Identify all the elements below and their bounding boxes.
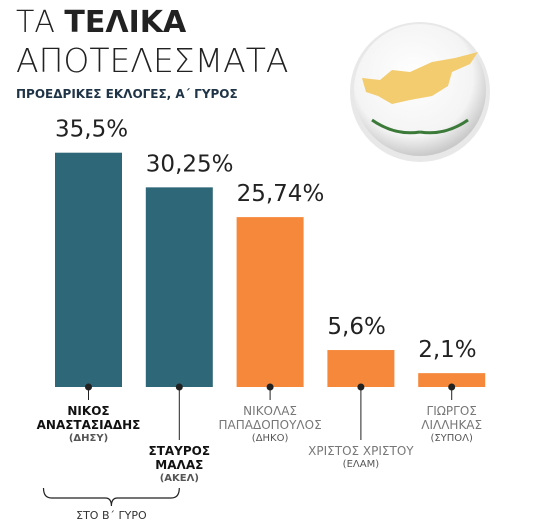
bar	[145, 187, 213, 387]
subtitle: ΠΡΟΕΔΡΙΚΕΣ ΕΚΛΟΓΕΣ, Α΄ ΓΥΡΟΣ	[16, 87, 238, 101]
candidate-name: ΧΡΙΣΤΟΣ ΧΡΙΣΤΟΥ	[308, 444, 414, 458]
leader-dot	[448, 383, 456, 391]
party-name: (ΑΚΕΛ)	[159, 473, 199, 484]
candidate-label: ΧΡΙΣΤΟΣ ΧΡΙΣΤΟΥ (ΕΛΑΜ)	[306, 444, 416, 472]
bar	[327, 350, 395, 387]
chart-title: ΤΑ ΤΕΛΙΚΑ	[16, 5, 187, 40]
leader-dot	[266, 383, 274, 391]
party-name: (ΣΥΠΟΛ)	[430, 433, 473, 444]
value-label: 25,74%	[237, 181, 325, 207]
flag	[350, 22, 490, 162]
leader-dot	[357, 383, 365, 391]
candidate-label: ΝΙΚΟΣ ΑΝΑΣΤΑΣΙΑΔΗΣ (ΔΗΣΥ)	[34, 404, 144, 446]
title-rest: ΑΠΟΤΕΛΕΣΜΑΤΑ	[16, 41, 288, 80]
value-label: 35,5%	[55, 117, 128, 143]
candidate-label: ΝΙΚΟΛΑΣ ΠΑΠΑΔΟΠΟΥΛΟΣ (ΔΗΚΟ)	[215, 404, 325, 446]
value-label: 5,6%	[327, 314, 385, 340]
party-name: (ΔΗΚΟ)	[251, 433, 289, 444]
party-name: (ΕΛΑΜ)	[342, 459, 380, 470]
leader-dot	[175, 383, 183, 391]
annotation: ΣΤΟ Β΄ ΓΥΡΟ	[76, 509, 147, 522]
brace	[42, 487, 180, 507]
value-label: 2,1%	[418, 337, 476, 363]
candidate-name: ΝΙΚΟΣ ΑΝΑΣΤΑΣΙΑΔΗΣ	[36, 404, 141, 432]
title-emphasis: ΤΕΛΙΚΑ	[64, 5, 187, 40]
bar	[236, 217, 304, 387]
flag-branches	[371, 118, 469, 135]
leader-dot	[85, 383, 92, 391]
bar	[418, 373, 486, 387]
bar	[55, 152, 122, 387]
candidate-name: ΓΙΩΡΓΟΣ ΛΙΛΛΗΚΑΣ	[421, 404, 483, 432]
party-name: (ΔΗΣΥ)	[68, 433, 109, 444]
candidate-label: ΣΤΑΥΡΟΣ ΜΑΛΑΣ (ΑΚΕΛ)	[124, 444, 234, 486]
flag-island	[362, 52, 478, 104]
title-prefix: ΤΑ	[16, 5, 55, 40]
candidate-name: ΣΤΑΥΡΟΣ ΜΑΛΑΣ	[148, 444, 211, 472]
candidate-label: ΓΙΩΡΓΟΣ ΛΙΛΛΗΚΑΣ (ΣΥΠΟΛ)	[397, 404, 507, 446]
candidate-name: ΝΙΚΟΛΑΣ ΠΑΠΑΔΟΠΟΥΛΟΣ	[218, 404, 322, 432]
value-label: 30,25%	[146, 151, 234, 177]
